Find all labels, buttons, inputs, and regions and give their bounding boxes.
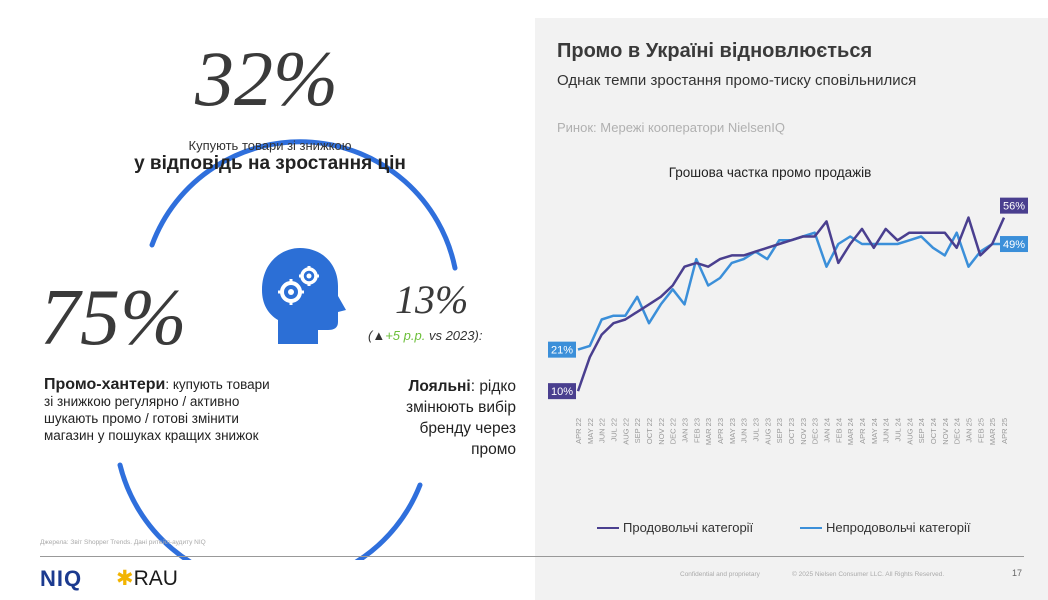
x-tick-label: MAR 25 [988,418,997,445]
x-tick-label: JUN 24 [882,418,891,443]
chart-title: Грошова частка промо продажів [668,165,872,180]
page-number: 17 [1012,568,1023,578]
ring-arc-top [149,139,458,271]
stat-13-rest-sub: vs 2023): [425,328,483,343]
x-tick-label: FEB 25 [976,418,985,443]
x-tick-label: OCT 24 [929,418,938,444]
x-tick-label: OCT 22 [645,418,654,444]
x-tick-label: FEB 24 [834,418,843,443]
rau-logo-text: RAU [133,567,178,590]
x-tick-label: MAY 24 [870,418,879,444]
stat-13-open: ( [368,328,373,343]
series-line-0 [576,216,1006,392]
x-tick-label: JUL 22 [610,418,619,442]
svg-text:49%: 49% [1003,239,1025,251]
slide-title: Промо в Україні відновлюється [557,40,873,62]
stat-32-line1: Купують товари зі знижкою [188,138,352,153]
data-label-end-0: 56% [1000,197,1028,214]
stat-13-value: 13% [395,277,469,322]
stat-13-change: (▲+5 p.p. vs 2023): [368,328,482,343]
x-tick-label: DEC 22 [669,418,678,444]
series-line-1 [577,231,1004,351]
stat-75-bold: Промо-хантери [44,376,166,393]
x-tick-label: DEC 23 [811,418,820,444]
x-tick-label: DEC 24 [953,418,962,444]
data-label-start-0: 10% [548,383,576,400]
stat-32-value: 32% [195,35,338,122]
x-tick-label: APR 24 [858,418,867,444]
right-panel [535,18,1048,600]
x-tick-label: JAN 25 [965,418,974,443]
niq-logo: NIQ [40,566,83,591]
legend-food-label: Продовольчі категорії [623,520,754,535]
svg-text:10%: 10% [551,386,573,398]
stat-13-text: Лояльні: рідко змінюють вибір бренду чер… [376,376,516,460]
svg-text:21%: 21% [551,345,573,357]
x-tick-label: APR 23 [716,418,725,444]
svg-text:56%: 56% [1003,201,1025,213]
legend-food-swatch [597,526,619,529]
x-tick-label: NOV 22 [657,418,666,445]
stat-75-rest: : купують товари зі знижкою регулярно / … [44,377,270,443]
data-label-end-1: 49% [1000,236,1028,253]
x-tick-label: AUG 22 [621,418,630,445]
sources-note: Джерела: Звіт Shopper Trends. Дані ритей… [40,539,206,546]
up-arrow-icon: ▲ [372,328,386,343]
x-tick-label: FEB 23 [692,418,701,443]
footer-divider [40,556,1024,557]
stat-13-bold: Лояльні [408,378,471,395]
line-chart: 10%56%21%49%APR 22 MAY 22 JUN 22 JUL 22 AUG … [548,197,1028,445]
stat-32-line2: у відповідь на зростання цін [134,153,406,174]
x-tick-label: JUN 23 [740,418,749,443]
x-tick-label: OCT 23 [787,418,796,444]
x-tick-label: JUN 22 [598,418,607,443]
x-tick-label: MAR 23 [704,418,713,445]
x-tick-label: SEP 24 [917,418,926,443]
circle-ring [117,139,458,560]
ring-arc-bottom [117,462,423,560]
data-label-start-1: 21% [548,341,576,358]
confidential-note: Confidential and proprietary [680,571,760,578]
x-tick-label: JAN 23 [681,418,690,443]
stat-75-text: Промо-хантери: купують товари зі знижкою… [44,376,274,444]
market-label: Ринок: Мережі кооператори NielsenIQ [557,120,785,135]
legend-nonfood: Непродовольчі категорії [800,520,971,535]
x-tick-label: JAN 24 [823,418,832,443]
x-tick-label: MAR 24 [846,418,855,445]
stat-13-rest: : рідко змінюють вибір бренду через пром… [406,378,516,458]
rau-logo: ✱RAU [116,566,178,591]
x-tick-label: JUL 24 [894,418,903,442]
brain-gears-icon [262,248,346,344]
x-tick-label: JUL 23 [752,418,761,442]
slide-subtitle: Однак темпи зростання промо-тиску сповіл… [557,72,917,89]
copyright-note: © 2025 Nielsen Consumer LLC. All Rights … [792,571,945,578]
stat-75-value: 75% [40,274,187,362]
x-tick-label: APR 25 [1000,418,1009,444]
x-tick-label: NOV 24 [941,418,950,445]
x-tick-label: MAY 22 [586,418,595,444]
stat-13-delta: +5 p.p. [385,328,426,343]
legend-nonfood-swatch [800,526,822,529]
x-tick-label: AUG 23 [763,418,772,445]
x-tick-label: APR 22 [574,418,583,444]
star-icon: ✱ [116,567,134,590]
x-tick-label: NOV 23 [799,418,808,445]
legend-food: Продовольчі категорії [597,520,753,535]
x-tick-label: MAY 23 [728,418,737,444]
x-tick-label: SEP 23 [775,418,784,443]
legend-nonfood-label: Непродовольчі категорії [826,520,971,535]
x-tick-label: SEP 22 [633,418,642,443]
x-tick-label: AUG 24 [905,418,914,445]
